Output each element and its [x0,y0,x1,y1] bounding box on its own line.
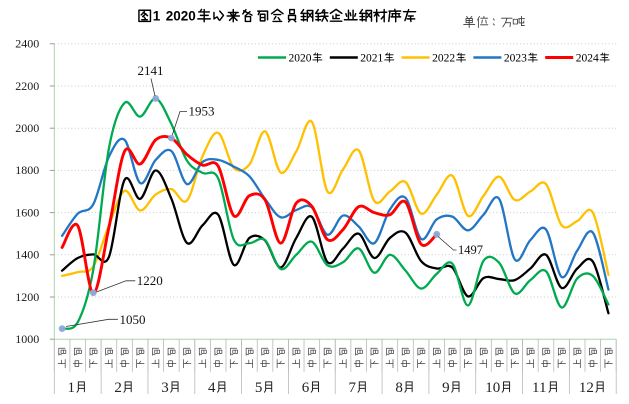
svg-text:2022: 2022 [432,53,455,65]
svg-text:1200: 1200 [15,290,39,304]
svg-text:10: 10 [485,380,500,396]
svg-text:1000: 1000 [15,332,39,346]
svg-text:8: 8 [395,380,403,396]
svg-text:5: 5 [255,380,262,396]
svg-text:2024: 2024 [576,53,599,65]
svg-text:2023: 2023 [504,53,527,65]
svg-text:3: 3 [161,380,169,396]
svg-text:2020: 2020 [166,9,196,24]
svg-text:11: 11 [532,380,546,396]
svg-text:1: 1 [153,9,161,24]
svg-text:2021: 2021 [360,53,383,65]
svg-text:1800: 1800 [15,163,39,177]
svg-text:1220: 1220 [137,273,163,288]
svg-text:12: 12 [579,380,594,396]
svg-text:1600: 1600 [15,205,39,219]
svg-text:9: 9 [442,380,450,396]
svg-text:2400: 2400 [15,37,39,51]
svg-text:2: 2 [114,380,122,396]
svg-text:7: 7 [349,380,357,396]
svg-text:1400: 1400 [15,248,39,262]
svg-text:1497: 1497 [458,243,483,257]
svg-text:1: 1 [68,380,76,396]
svg-text:4: 4 [208,380,216,396]
svg-text:1050: 1050 [120,312,146,327]
svg-text:2200: 2200 [15,79,39,93]
svg-text:1953: 1953 [189,104,215,119]
svg-text:6: 6 [302,380,310,396]
svg-text:2000: 2000 [15,121,39,135]
svg-text:2141: 2141 [138,63,164,78]
svg-text:2020: 2020 [289,53,312,65]
